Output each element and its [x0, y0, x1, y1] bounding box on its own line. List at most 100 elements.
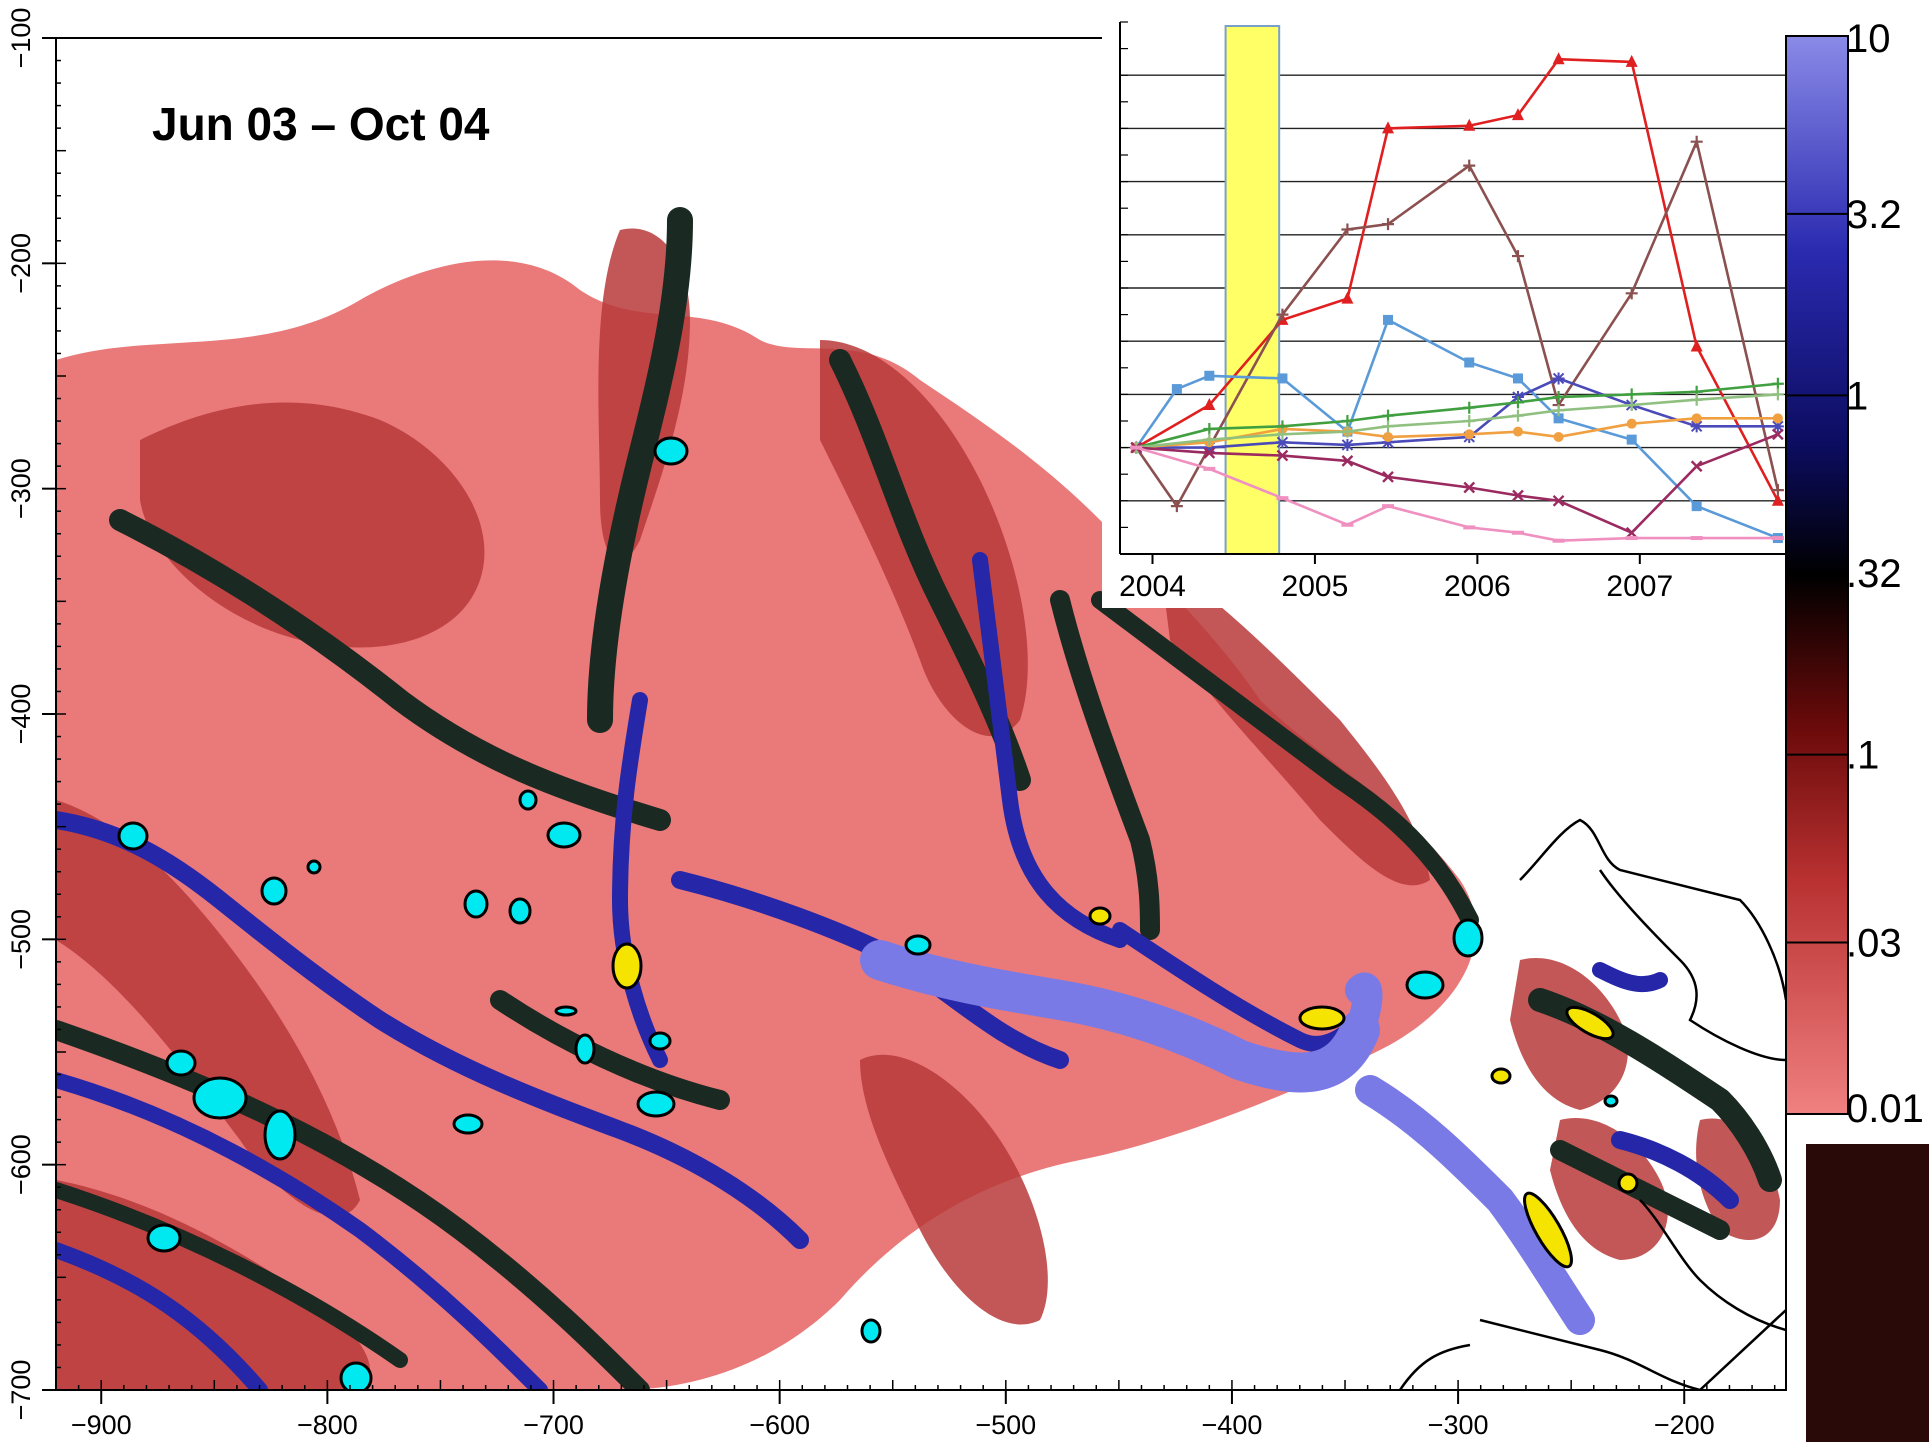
colorbar-tick-label: 0.01: [1846, 1087, 1924, 1131]
inset-series-marker: [1463, 159, 1476, 172]
y-tick-label: −400: [6, 684, 36, 745]
inset-series-marker: [1382, 121, 1395, 134]
inset-series-marker: [1341, 455, 1354, 467]
yellow-patches: [611, 906, 1639, 1269]
x-tick-label: −400: [1202, 1410, 1263, 1440]
inset-series-marker: [1203, 422, 1216, 435]
inset-background: [1102, 20, 1786, 608]
colorbar-ticks: 10 3.2 1 .32 .1 .03 0.01: [1786, 17, 1924, 1131]
inset-series-marker: [1690, 135, 1703, 148]
inset-series-marker: [1511, 409, 1524, 422]
inset-series-marker: [1690, 460, 1703, 473]
inset-series-marker: [1276, 308, 1289, 321]
x-tick-label: −200: [1654, 1410, 1715, 1440]
inset-series-marker: [1382, 471, 1394, 483]
inset-series-marker: [1203, 447, 1216, 459]
inset-series-marker: [1552, 391, 1565, 404]
inset-series-marker: [1382, 420, 1395, 433]
x-tick-label: −300: [1428, 1410, 1489, 1440]
inset-series-marker: [1382, 409, 1395, 422]
inset-series-marker: [1552, 404, 1565, 417]
inset-series-marker: [1690, 339, 1703, 352]
inset-x-tick-label: 2004: [1119, 570, 1186, 603]
inset-series-marker: [1512, 489, 1524, 502]
inset-series-marker: [1383, 314, 1394, 325]
inset-series-marker: [1771, 493, 1784, 506]
inset-series-marker: [1511, 396, 1524, 409]
inset-series-marker: [1464, 357, 1475, 368]
inset-series-marker: [1341, 438, 1354, 451]
inset-series-marker: [1277, 373, 1288, 384]
x-tick-label: −800: [297, 1410, 358, 1440]
x-tick-label: −900: [71, 1410, 132, 1440]
inset-series: [1130, 52, 1784, 544]
inset-x-tick-label: 2005: [1282, 570, 1349, 603]
inset-series-marker: [1170, 500, 1183, 513]
x-tick-label: −700: [523, 1410, 584, 1440]
inset-series-marker: [1341, 223, 1354, 236]
dark-corner-block: [1806, 1144, 1929, 1442]
inset-series-marker: [1463, 118, 1476, 131]
y-tick-label: −200: [6, 233, 36, 294]
inset-series-marker: [1691, 501, 1702, 512]
colorbar-tick-label: 3.2: [1846, 193, 1902, 237]
inset-series-marker: [1341, 291, 1354, 304]
inset-series-marker: [1463, 481, 1476, 494]
inset-series-marker: [1772, 413, 1783, 424]
inset-series-marker: [1341, 425, 1354, 438]
inset-series-marker: [1512, 373, 1523, 384]
inset-series-marker: [1512, 426, 1523, 437]
inset-series-marker: [1382, 218, 1395, 231]
inset-series-marker: [1553, 431, 1564, 442]
inset-series-marker: [1553, 413, 1564, 424]
inset-series-marker: [1625, 287, 1638, 300]
inset-series-marker: [1690, 393, 1703, 406]
inset-series-marker: [1203, 398, 1216, 411]
main-channel: [860, 940, 1595, 1335]
x-tick-label: −500: [975, 1410, 1036, 1440]
inset-series-marker: [1276, 436, 1289, 449]
inset-series-marker: [1771, 388, 1784, 401]
map-y-axis: −100 −200 −300 −400 −500 −600 −700: [6, 8, 66, 1421]
inset-series-marker: [1625, 54, 1638, 67]
inset-series-marker: [1171, 384, 1182, 395]
colorbar-tick-label: 10: [1846, 17, 1891, 61]
inset-series-marker: [1625, 399, 1638, 412]
inset-series-marker: [1463, 401, 1476, 414]
inset-series-marker: [1690, 420, 1703, 433]
inset-series-marker: [1203, 433, 1216, 446]
inset-x-tick-label: 2007: [1606, 570, 1673, 603]
map-title: Jun 03 – Oct 04: [152, 98, 490, 150]
inset-series-marker: [1203, 441, 1216, 454]
y-tick-label: −700: [6, 1360, 36, 1421]
inset-series-marker: [1552, 372, 1565, 385]
inset-series-marker: [1204, 370, 1215, 381]
inset-series-marker: [1552, 494, 1565, 507]
inset-series-marker: [1463, 415, 1476, 427]
colorbar: 10 3.2 1 .32 .1 .03 0.01: [1785, 17, 1924, 1131]
inset-series-marker: [1276, 449, 1289, 462]
map-x-axis: −900 −800 −700 −600 −500 −400 −300 −200: [55, 1380, 1776, 1440]
inset-x-tick-label: 2006: [1444, 570, 1511, 603]
colorbar-tick-label: .03: [1846, 922, 1902, 966]
cyan-patches: [117, 436, 1619, 1390]
y-tick-label: −600: [6, 1134, 36, 1195]
y-tick-label: −500: [6, 909, 36, 970]
inset-series-marker: [1626, 434, 1637, 445]
inset-series-marker: [1771, 484, 1784, 497]
x-tick-label: −600: [749, 1410, 810, 1440]
inset-series-marker: [1383, 431, 1394, 442]
inset-series-marker: [1552, 52, 1565, 65]
inset-series-marker: [1382, 436, 1395, 449]
inset-series-marker: [1771, 377, 1784, 390]
colorbar-tick-label: .32: [1846, 552, 1902, 596]
inset-series-marker: [1276, 428, 1289, 441]
inset-series-marker: [1464, 429, 1475, 440]
colorbar-tick-label: 1: [1846, 374, 1868, 418]
inset-series-marker: [1771, 420, 1784, 433]
inset-series-line: [1135, 318, 1779, 540]
colorbar-bar: [1785, 35, 1849, 1115]
inset-series-marker: [1626, 418, 1637, 429]
